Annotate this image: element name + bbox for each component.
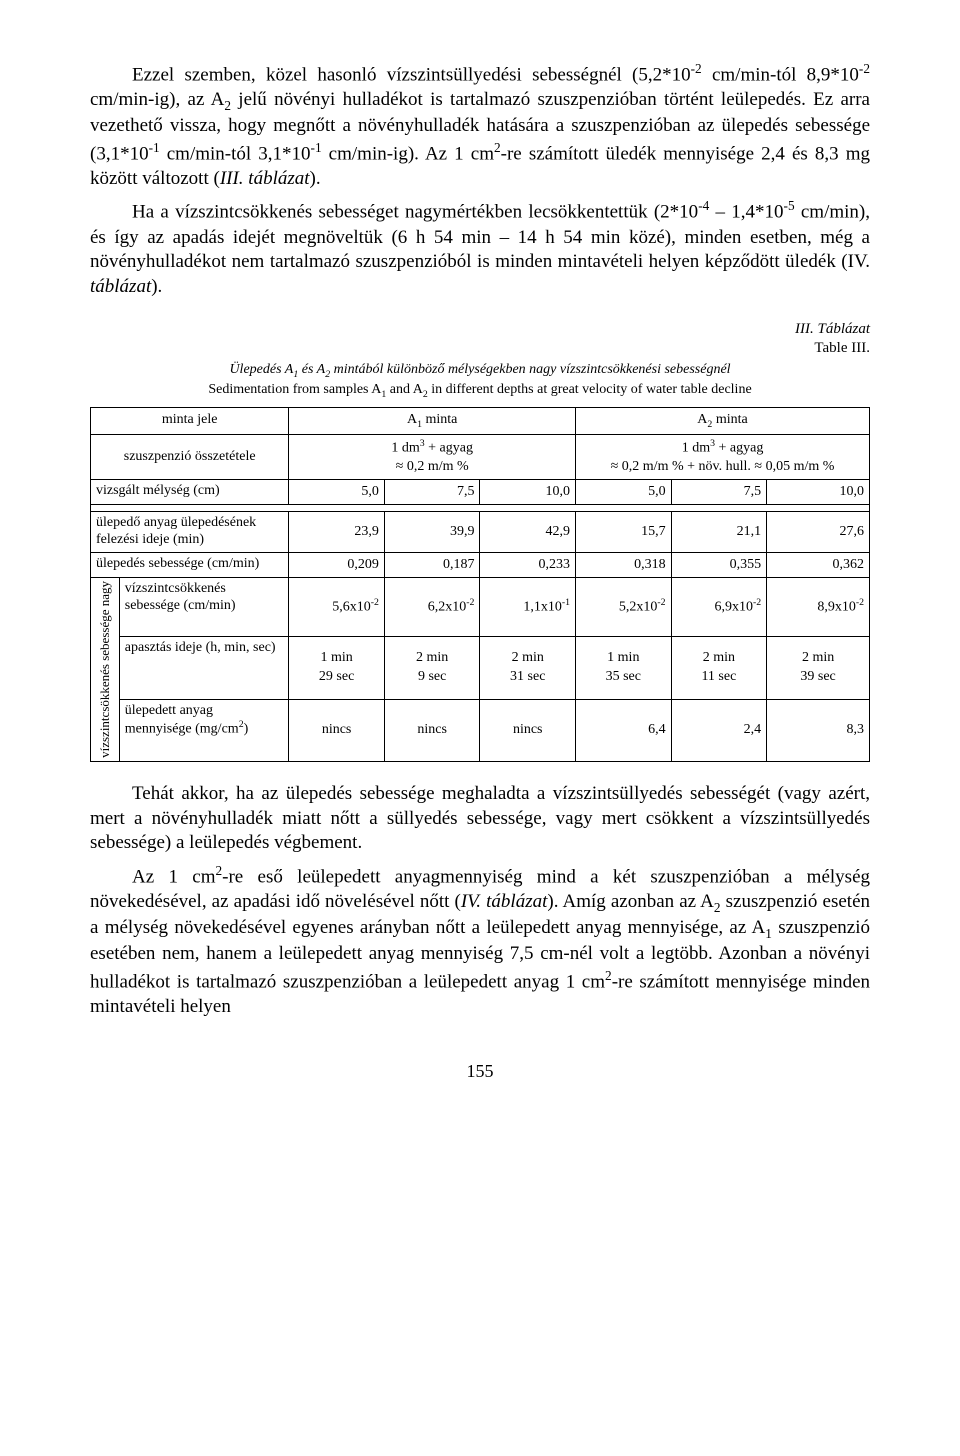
data-table: minta jele A1 minta A2 minta szuszpenzió… xyxy=(90,407,870,762)
page-number: 155 xyxy=(90,1060,870,1083)
table-cell: 1,1x10-1 xyxy=(480,578,576,637)
table-cell: 2 min11 sec xyxy=(671,636,767,699)
table-cell: 1 min35 sec xyxy=(576,636,672,699)
table-cell: 0,318 xyxy=(576,552,672,577)
row-half-label: ülepedő anyag ülepedésének felezési idej… xyxy=(91,512,289,553)
row-vel-label: ülepedés sebessége (cm/min) xyxy=(91,552,289,577)
hdr-comp: szuszpenzió összetétele xyxy=(91,435,289,480)
table-cell: 39,9 xyxy=(384,512,480,553)
hdr-a2: A2 minta xyxy=(576,407,870,435)
table-caption: Ülepedés A1 és A2 mintából különböző mél… xyxy=(90,361,870,401)
table-cell: 2 min39 sec xyxy=(767,636,870,699)
table-cell: 0,362 xyxy=(767,552,870,577)
hdr-a1: A1 minta xyxy=(289,407,576,435)
paragraph-1: Ezzel szemben, közel hasonló vízszintsül… xyxy=(90,60,870,191)
table-cell: 23,9 xyxy=(289,512,385,553)
table-cell: 6,4 xyxy=(576,699,672,762)
hdr-sample: minta jele xyxy=(91,407,289,435)
paragraph-2: Ha a vízszintcsökkenés sebességet nagymé… xyxy=(90,197,870,299)
row-sed-label: ülepedett anyag mennyisége (mg/cm2) xyxy=(119,699,289,762)
table-cell: 8,9x10-2 xyxy=(767,578,870,637)
table-cell: 10,0 xyxy=(480,480,576,505)
table-cell: 0,355 xyxy=(671,552,767,577)
paragraph-3: Tehát akkor, ha az ülepedés sebessége me… xyxy=(90,782,870,856)
table-cell: nincs xyxy=(384,699,480,762)
table-cell: 6,9x10-2 xyxy=(671,578,767,637)
hdr-depth: vizsgált mélység (cm) xyxy=(91,480,289,505)
table-cell: nincs xyxy=(289,699,385,762)
hdr-a2-comp: 1 dm3 + agyag≈ 0,2 m/m % + növ. hull. ≈ … xyxy=(576,435,870,480)
table-cell: 5,0 xyxy=(289,480,385,505)
table-cell: 27,6 xyxy=(767,512,870,553)
table-cell: 0,209 xyxy=(289,552,385,577)
row-decl-label: vízszintcsökkenés sebessége (cm/min) xyxy=(119,578,289,637)
table-cell: 6,2x10-2 xyxy=(384,578,480,637)
table-cell: 5,2x10-2 xyxy=(576,578,672,637)
table-cell: 8,3 xyxy=(767,699,870,762)
table-cell: 2,4 xyxy=(671,699,767,762)
paragraph-4: Az 1 cm2-re eső leülepedett anyagmennyis… xyxy=(90,862,870,1020)
row-drain-label: apasztás ideje (h, min, sec) xyxy=(119,636,289,699)
table-cell: 1 min29 sec xyxy=(289,636,385,699)
row-vertical-label: vízszintcsökkenés sebessége nagy xyxy=(91,578,120,762)
table-cell: 42,9 xyxy=(480,512,576,553)
table-cell: 2 min31 sec xyxy=(480,636,576,699)
table-cell: 21,1 xyxy=(671,512,767,553)
table-cell: 7,5 xyxy=(671,480,767,505)
table-cell: 0,233 xyxy=(480,552,576,577)
table-label: III. Táblázat Table III. xyxy=(90,320,870,359)
table-cell: 15,7 xyxy=(576,512,672,553)
table-cell: 7,5 xyxy=(384,480,480,505)
hdr-a1-comp: 1 dm3 + agyag≈ 0,2 m/m % xyxy=(289,435,576,480)
table-cell: 5,6x10-2 xyxy=(289,578,385,637)
table-cell: nincs xyxy=(480,699,576,762)
table-cell: 10,0 xyxy=(767,480,870,505)
table-cell: 0,187 xyxy=(384,552,480,577)
table-cell: 2 min9 sec xyxy=(384,636,480,699)
table-cell: 5,0 xyxy=(576,480,672,505)
